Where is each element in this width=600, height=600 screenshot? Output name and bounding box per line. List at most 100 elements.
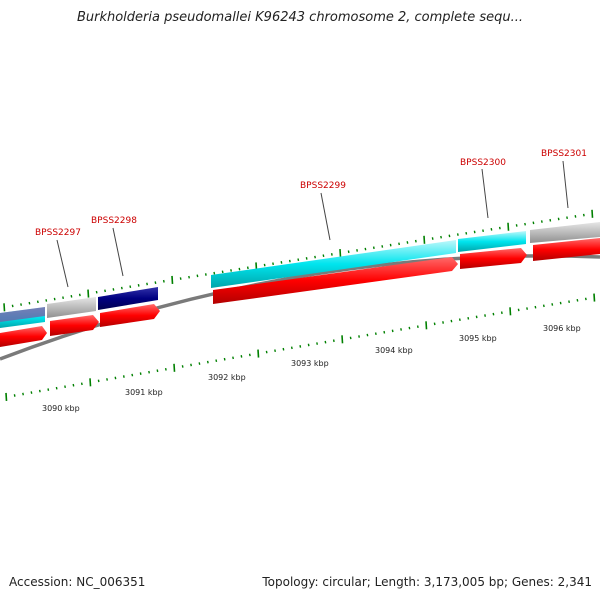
upper-minor-tick	[53, 297, 56, 301]
lower-minor-tick	[30, 391, 33, 394]
upper-minor-tick	[566, 216, 568, 220]
lower-minor-tick	[416, 325, 419, 329]
lower-minor-tick	[450, 319, 453, 323]
gene-label-bpss2300: BPSS2300	[460, 158, 506, 168]
upper-major-tick	[507, 222, 510, 231]
feature-bpss2299	[211, 240, 456, 288]
lower-minor-tick	[181, 365, 184, 368]
lower-minor-tick	[408, 326, 411, 330]
upper-minor-tick	[574, 215, 577, 218]
lower-minor-tick	[500, 311, 503, 315]
feature-bpss2300	[458, 231, 526, 252]
scale-labels: 3090 kbp 3091 kbp 3092 kbp 3093 kbp 3094…	[42, 324, 581, 413]
lower-major-tick	[425, 321, 428, 330]
upper-minor-tick	[230, 269, 232, 272]
lower-minor-tick	[122, 375, 125, 378]
lower-minor-tick	[332, 339, 335, 343]
upper-minor-tick	[482, 229, 484, 233]
upper-minor-tick	[549, 218, 552, 222]
lower-major-tick	[341, 335, 344, 344]
lower-minor-tick	[492, 312, 495, 316]
cds-arrow-bpss2300	[460, 248, 527, 269]
feature-bpss2301	[530, 222, 600, 243]
upper-minor-tick	[196, 274, 199, 278]
scale-label-3095: 3095 kbp	[459, 334, 497, 343]
upper-minor-tick	[347, 250, 350, 254]
upper-minor-tick	[389, 243, 392, 247]
upper-minor-tick	[288, 259, 291, 263]
upper-minor-tick	[498, 226, 501, 230]
upper-major-tick	[3, 303, 6, 312]
upper-minor-tick	[204, 273, 207, 276]
upper-minor-tick	[372, 246, 375, 250]
lower-minor-tick	[232, 356, 234, 360]
lower-minor-tick	[38, 389, 41, 393]
lower-major-tick	[173, 363, 176, 372]
lower-minor-tick	[458, 318, 461, 322]
lower-minor-tick	[383, 330, 386, 334]
upper-major-tick	[87, 289, 90, 298]
scale-label-3093: 3093 kbp	[291, 359, 329, 368]
lower-minor-tick	[299, 345, 302, 348]
upper-major-tick	[423, 235, 426, 244]
feature-bpss2298	[98, 287, 158, 310]
lower-major-tick	[509, 307, 512, 316]
upper-minor-tick	[473, 230, 476, 234]
upper-minor-tick	[272, 262, 274, 266]
upper-minor-tick	[456, 233, 459, 236]
lower-minor-tick	[282, 347, 285, 351]
lower-minor-tick	[156, 369, 159, 373]
upper-minor-tick	[540, 220, 543, 223]
upper-minor-tick	[431, 237, 434, 240]
gene-label-bpss2301: BPSS2301	[541, 149, 587, 159]
cds-track	[0, 238, 600, 347]
upper-major-tick	[339, 249, 342, 258]
lower-minor-tick	[517, 308, 520, 312]
lower-minor-tick	[442, 321, 444, 324]
upper-major-tick	[171, 275, 174, 284]
gene-label-bpss2297: BPSS2297	[35, 228, 81, 238]
lower-minor-tick	[22, 392, 24, 396]
upper-minor-tick	[314, 255, 316, 259]
upper-minor-tick	[406, 241, 409, 244]
accession-text: Accession: NC_006351	[9, 575, 146, 589]
lower-minor-tick	[13, 394, 16, 397]
lower-minor-tick	[433, 322, 436, 326]
lower-minor-tick	[198, 362, 201, 365]
lower-minor-tick	[568, 300, 570, 304]
upper-minor-tick	[440, 235, 442, 239]
upper-minor-tick	[532, 221, 535, 225]
lower-minor-tick	[584, 297, 587, 301]
lower-minor-tick	[55, 386, 58, 390]
upper-minor-tick	[129, 285, 132, 289]
lower-minor-tick	[374, 332, 377, 336]
upper-minor-tick	[11, 304, 14, 308]
gene-label-bpss2299: BPSS2299	[300, 181, 346, 191]
upper-minor-tick	[221, 270, 224, 274]
upper-minor-tick	[356, 249, 358, 252]
lower-minor-tick	[475, 315, 478, 319]
upper-minor-tick	[213, 271, 216, 275]
lower-minor-tick	[274, 349, 276, 353]
lower-minor-tick	[559, 301, 562, 305]
upper-minor-tick	[188, 275, 190, 279]
upper-tick-row	[3, 209, 594, 312]
upper-minor-tick	[137, 284, 140, 287]
lower-major-tick	[593, 293, 596, 302]
leader-bpss2301	[562, 160, 569, 209]
lower-minor-tick	[324, 340, 327, 344]
scale-label-3090: 3090 kbp	[42, 404, 80, 413]
lower-minor-tick	[131, 373, 134, 377]
upper-minor-tick	[36, 300, 39, 304]
upper-minor-tick	[104, 289, 106, 293]
lower-minor-tick	[391, 329, 394, 333]
gene-labels: BPSS2297 BPSS2298 BPSS2299 BPSS2300 BPSS…	[35, 149, 587, 238]
upper-minor-tick	[112, 288, 115, 291]
lower-minor-tick	[576, 298, 579, 302]
lower-minor-tick	[64, 385, 66, 389]
lower-major-tick	[89, 378, 92, 387]
upper-minor-tick	[246, 266, 249, 270]
lower-major-tick	[257, 349, 260, 358]
lower-minor-tick	[534, 305, 537, 309]
